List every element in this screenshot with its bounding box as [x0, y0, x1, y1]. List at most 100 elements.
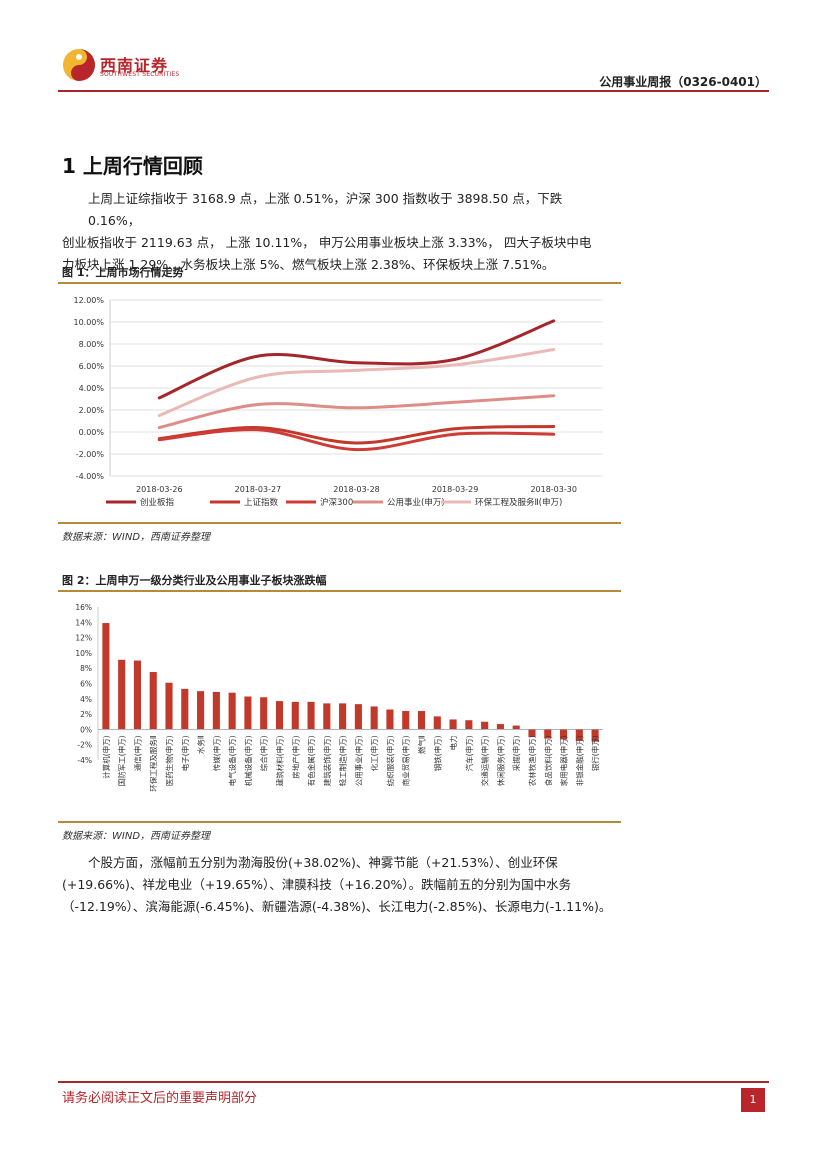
paragraph-line: (+19.66%)、祥龙电业（+19.65%）、津膜科技（+16.20%）。跌幅…: [62, 877, 572, 892]
bar: [575, 729, 583, 741]
y-tick-label: -2%: [77, 741, 92, 750]
bar: [212, 691, 220, 730]
bar: [591, 729, 599, 742]
x-tick-label: 钢铁(申万): [432, 735, 442, 771]
series-line: [157, 348, 556, 417]
report-title: 公用事业周报（0326-0401）: [599, 75, 767, 89]
legend-label: 上证指数: [244, 497, 279, 508]
x-tick-label: 有色金属(申万): [306, 735, 316, 786]
legend-label: 公用事业(申万): [387, 497, 445, 508]
y-tick-label: 6%: [80, 680, 92, 689]
x-tick-label: 纺织服装(申万): [385, 735, 395, 786]
figure2-source: 数据来源：WIND，西南证券整理: [62, 831, 211, 842]
bar: [559, 729, 568, 740]
bar: [402, 711, 410, 730]
paragraph-line: 力板块上涨 1.29%、水务板块上涨 5%、燃气板块上涨 2.38%、环保板块上…: [62, 257, 555, 272]
logo-chinese-name: 西南证券: [100, 56, 169, 75]
y-tick-label: -4.00%: [76, 472, 105, 481]
x-tick-label: 传媒(申万): [211, 735, 221, 771]
paragraph-line: 创业板指收于 2119.63 点， 上涨 10.11%， 申万公用事业板块上涨 …: [62, 235, 592, 250]
x-tick-label: 交通运输(申万): [480, 735, 490, 786]
bar: [370, 706, 378, 730]
bar: [228, 692, 236, 730]
x-tick-label: 综合(申万): [259, 735, 269, 771]
x-tick-label: 汽车(申万): [464, 735, 474, 771]
y-tick-label: 0.00%: [79, 428, 105, 437]
x-tick-label: 银行(申万): [590, 735, 600, 771]
x-tick-label: 建筑材料(申万): [274, 735, 284, 786]
y-tick-label: 10.00%: [73, 318, 104, 327]
bar: [118, 659, 126, 730]
x-tick-label: 电力: [448, 735, 458, 750]
bar: [386, 709, 394, 730]
y-tick-label: 16%: [75, 603, 92, 612]
x-tick-label: 2018-03-29: [432, 485, 479, 494]
x-tick-label: 通信(申万): [132, 735, 142, 771]
series-line: [157, 394, 556, 430]
figure1-source: 数据来源：WIND，西南证券整理: [62, 532, 211, 543]
y-tick-label: 6.00%: [79, 362, 105, 371]
bar: [449, 719, 457, 730]
x-tick-label: 非银金融(申万): [574, 735, 584, 786]
series-line: [157, 428, 556, 452]
stock-review-paragraph: 个股方面，涨幅前五分别为渤海股份(+38.02%)、神雾节能（+21.53%）、…: [62, 852, 618, 918]
bar: [481, 721, 489, 730]
bar: [465, 720, 473, 730]
x-tick-label: 食品饮料(申万): [543, 735, 553, 786]
bar: [496, 724, 504, 730]
figure2-bottom-rule: [58, 821, 621, 823]
bar: [528, 729, 536, 738]
bar: [149, 672, 157, 730]
y-tick-label: 2%: [80, 710, 92, 719]
bar: [339, 703, 347, 730]
x-tick-label: 采掘(申万): [511, 735, 521, 771]
x-tick-label: 燃气Ⅱ: [417, 735, 427, 754]
y-tick-label: 12%: [75, 634, 92, 643]
bar: [544, 729, 552, 739]
bar: [291, 701, 299, 730]
bar: [354, 704, 362, 730]
bar: [244, 696, 252, 730]
y-tick-label: 12.00%: [73, 296, 104, 305]
x-tick-label: 环保工程及服务Ⅱ: [148, 735, 158, 791]
x-tick-label: 计算机(申万): [101, 735, 111, 778]
figure2-top-rule: [58, 590, 621, 592]
y-tick-label: 4%: [80, 695, 92, 704]
legend-label: 环保工程及服务Ⅱ(申万): [475, 497, 562, 508]
y-tick-label: 8%: [80, 664, 92, 673]
x-tick-label: 建筑装饰(申万): [322, 735, 332, 786]
bar: [512, 725, 520, 730]
bar: [260, 697, 268, 730]
x-tick-label: 农林牧渔(申万): [527, 735, 537, 786]
industry-change-bar-chart: -4% -2% 0% 2% 4% 6% 8% 10% 12% 14% 16% 计算机(申万) 国防军工(…: [75, 603, 603, 792]
bar: [181, 688, 189, 730]
figure2-title: 图 2：上周申万一级分类行业及公用事业子板块涨跌幅: [62, 574, 327, 587]
x-tick-label: 医药生物(申万): [164, 735, 174, 786]
bar: [417, 711, 426, 730]
series-line: [157, 319, 556, 400]
bar: [133, 660, 142, 730]
y-tick-label: 8.00%: [79, 340, 105, 349]
x-tick-label: 2018-03-30: [530, 485, 577, 494]
page-number: 1: [741, 1088, 765, 1112]
southwest-securities-logo-icon: [63, 49, 95, 81]
x-tick-label: 化工(申万): [369, 735, 379, 771]
footer-disclaimer: 请务必阅读正文后的重要声明部分: [62, 1091, 258, 1106]
market-trend-line-chart: -4.00% -2.00% 0.00% 2.00% 4.00% 6.00% 8.00% 10.…: [73, 296, 603, 508]
y-tick-label: 2.00%: [79, 406, 105, 415]
bar: [275, 701, 284, 730]
figure1-bottom-rule: [58, 522, 621, 524]
x-tick-label: 2018-03-27: [235, 485, 282, 494]
paragraph-line: 上周上证综指收于 3168.9 点，上涨 0.51%，沪深 300 指数收于 3…: [88, 191, 563, 228]
paragraph-line: 个股方面，涨幅前五分别为渤海股份(+38.02%)、神雾节能（+21.53%）、…: [88, 855, 558, 870]
header-divider: [58, 90, 769, 92]
x-tick-label: 机械设备(申万): [243, 735, 253, 786]
x-tick-label: 水务Ⅱ: [196, 735, 206, 754]
x-tick-label: 休闲服务(申万): [495, 735, 505, 786]
y-tick-label: 4.00%: [79, 384, 105, 393]
bar: [165, 682, 173, 730]
x-tick-label: 电气设备(申万): [227, 735, 237, 786]
x-tick-label: 轻工制造(申万): [338, 735, 348, 786]
x-tick-label: 2018-03-26: [136, 485, 183, 494]
market-review-paragraph: 上周上证综指收于 3168.9 点，上涨 0.51%，沪深 300 指数收于 3…: [62, 188, 618, 276]
